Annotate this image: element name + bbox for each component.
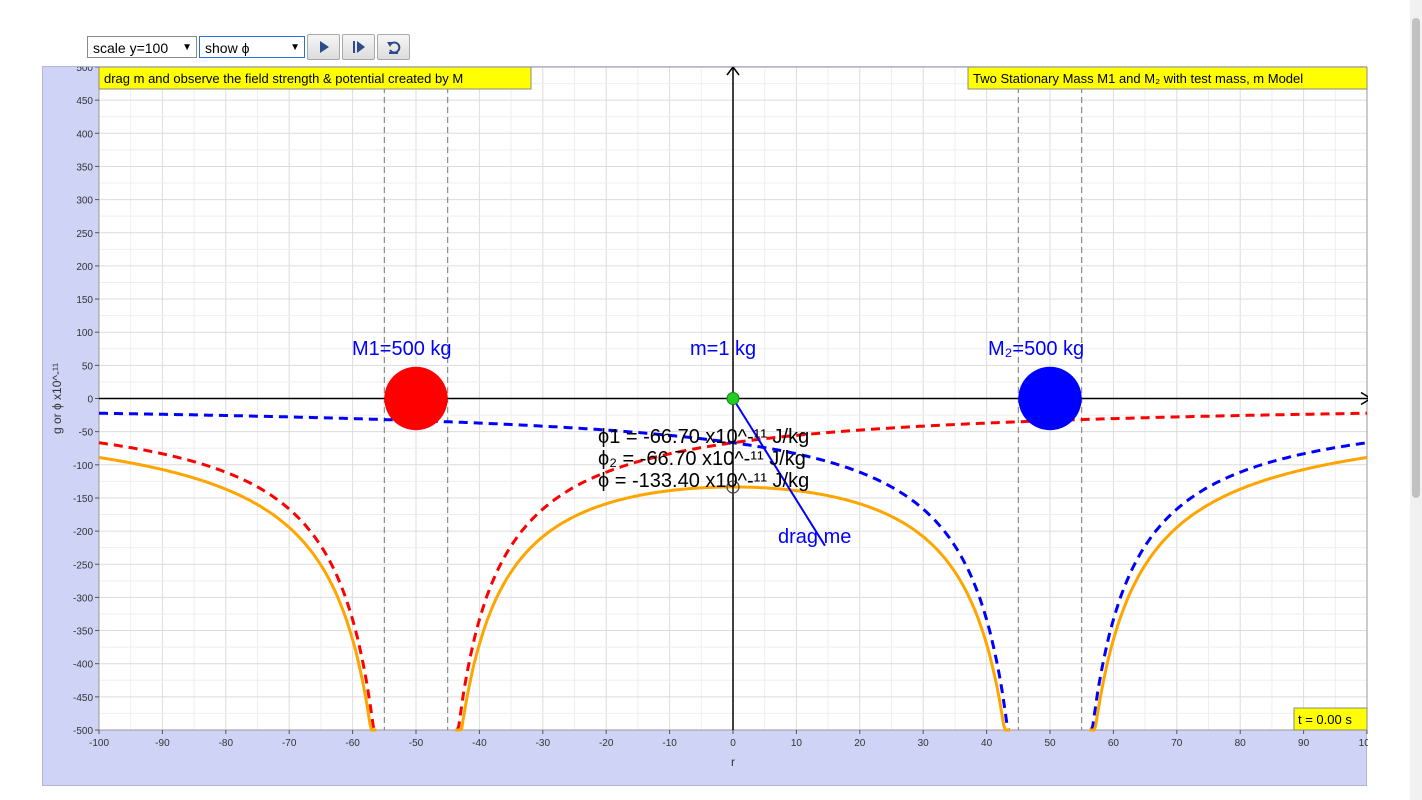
phi1-readout: ϕ1 = -66.70 x10^-¹¹ J/kg (598, 426, 809, 448)
test-mass-m[interactable] (726, 392, 740, 405)
x-tick-label: -70 (282, 738, 297, 749)
chevron-down-icon: ▼ (182, 42, 192, 53)
scale-select[interactable]: scale y=100 ▼ (87, 36, 197, 58)
y-tick-label: 0 (87, 395, 93, 406)
reset-icon (386, 41, 400, 54)
plot-area[interactable]: -100 -90 -80 -70 -60 -50 -40 -30 -20 -10 0 10 20 30 40… (43, 67, 1368, 787)
step-forward-icon (352, 41, 365, 53)
x-tick-label: -20 (599, 738, 614, 749)
phi1-curve (98, 411, 1368, 731)
x-axis-arrow (1360, 391, 1368, 406)
y-tick-label: -200 (73, 527, 93, 538)
y-tick-label: -450 (73, 693, 93, 704)
y-tick-label: 200 (76, 262, 93, 273)
y-tick-label: 100 (76, 328, 93, 339)
m2-label: M₂=500 kg (988, 338, 1084, 360)
y-tick-label: 450 (76, 96, 93, 107)
x-tick-label: 20 (854, 738, 866, 749)
x-tick-label: -50 (409, 738, 424, 749)
toolbar: scale y=100 ▼ show ϕ ▼ (87, 34, 410, 60)
x-tick-label: -80 (219, 738, 234, 749)
left-banner-text: drag m and observe the field strength & … (104, 71, 463, 86)
scrollbar-thumb[interactable] (1412, 18, 1420, 498)
probe-point (726, 480, 740, 494)
y-axis-arrow (726, 67, 740, 76)
play-button[interactable] (307, 34, 340, 60)
page-scrollbar[interactable] (1410, 0, 1422, 800)
y-tick-label: -50 (79, 428, 94, 439)
play-icon (319, 41, 329, 53)
x-tick-label: 70 (1171, 738, 1183, 749)
tick-labels: -100 -90 -80 -70 -60 -50 -40 -30 -20 -10 0 10 20 30 40… (73, 67, 1368, 749)
y-tick-label: -100 (73, 461, 93, 472)
y-tick-label: -250 (73, 560, 93, 571)
m-label: m=1 kg (690, 338, 756, 360)
time-display: t = 0.00 s (1293, 707, 1368, 731)
y-tick-label: 400 (76, 129, 93, 140)
y-tick-label: -350 (73, 627, 93, 638)
x-tick-label: 50 (1044, 738, 1056, 749)
phi2-curve (98, 411, 1368, 731)
y-tick-label: -150 (73, 494, 93, 505)
x-tick-label: 0 (730, 738, 736, 749)
x-tick-label: -60 (345, 738, 360, 749)
x-tick-label: 80 (1235, 738, 1247, 749)
y-tick-label: 50 (82, 361, 94, 372)
y-tick-label: -300 (73, 593, 93, 604)
x-tick-label: -90 (155, 738, 170, 749)
x-tick-label: 60 (1108, 738, 1120, 749)
x-tick-label: -30 (536, 738, 551, 749)
left-banner: drag m and observe the field strength & … (98, 67, 532, 90)
x-tick-label: -100 (89, 738, 109, 749)
y-tick-label: 500 (76, 67, 93, 74)
x-tick-label: 90 (1298, 738, 1310, 749)
drag-indicator-line (732, 397, 826, 547)
drag-me-label: drag me (778, 526, 851, 548)
mass-m1[interactable] (384, 366, 448, 431)
x-tick-label: 100 (1359, 738, 1368, 749)
right-banner: Two Stationary Mass M1 and M₂ with test … (967, 67, 1368, 90)
x-tick-label: 10 (791, 738, 803, 749)
y-tick-label: -400 (73, 660, 93, 671)
phi2-readout: ϕ₂ = -66.70 x10^-¹¹ J/kg (598, 448, 806, 470)
show-select-value: show ϕ (205, 40, 250, 56)
y-tick-label: 350 (76, 162, 93, 173)
y-tick-label: 250 (76, 229, 93, 240)
phi-total-readout: ϕ = -133.40 x10^-¹¹ J/kg (598, 470, 809, 492)
y-tick-label: 150 (76, 295, 93, 306)
curves (98, 411, 1368, 732)
step-button[interactable] (342, 34, 375, 60)
y-tick-label: -500 (73, 726, 93, 737)
scale-select-value: scale y=100 (93, 40, 169, 56)
chevron-down-icon: ▼ (290, 42, 300, 53)
x-tick-label: -40 (472, 738, 487, 749)
mass-m2[interactable] (1018, 366, 1082, 431)
x-tick-label: 30 (918, 738, 930, 749)
m1-label: M1=500 kg (352, 338, 452, 360)
simulation-panel: -100 -90 -80 -70 -60 -50 -40 -30 -20 -10 0 10 20 30 40… (42, 66, 1368, 787)
x-tick-label: -10 (662, 738, 677, 749)
y-axis-label: g or ϕ x10^-¹¹ (50, 363, 64, 434)
reset-button[interactable] (377, 34, 410, 60)
show-select[interactable]: show ϕ ▼ (199, 36, 305, 58)
x-axis-label: r (731, 755, 735, 769)
x-tick-label: 40 (981, 738, 993, 749)
time-text: t = 0.00 s (1298, 712, 1352, 727)
right-banner-text: Two Stationary Mass M1 and M₂ with test … (973, 71, 1303, 86)
y-tick-label: 300 (76, 196, 93, 207)
